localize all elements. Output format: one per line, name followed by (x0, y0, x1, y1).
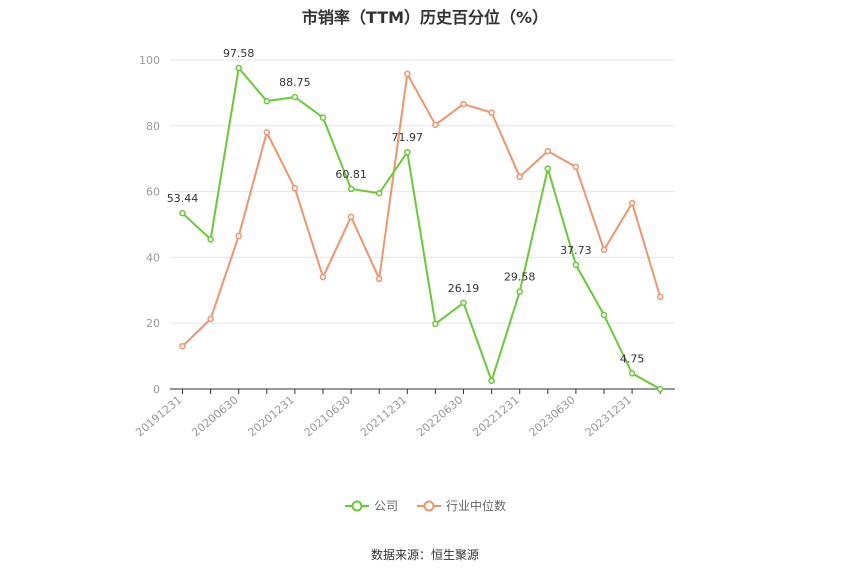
x-tick-label: 20221231 (470, 393, 521, 439)
point-company (460, 299, 467, 307)
x-tick-label: 20220630 (414, 393, 465, 439)
point-company (432, 320, 439, 328)
legend: 公司 行业中位数 (0, 497, 850, 514)
x-tick-label: 20191231 (133, 393, 184, 439)
point-industry (544, 147, 552, 155)
x-tick-label: 20211231 (358, 393, 409, 439)
y-tick-label: 0 (153, 383, 160, 396)
y-tick-label: 80 (146, 120, 160, 133)
data-label: 29.58 (504, 271, 536, 284)
point-company (544, 165, 552, 172)
x-tick-label: 20231231 (583, 393, 634, 439)
legend-item-industry[interactable]: 行业中位数 (416, 497, 506, 514)
point-industry (263, 129, 271, 136)
point-company (263, 97, 271, 105)
data-label: 37.73 (560, 244, 592, 257)
point-company (179, 209, 186, 217)
series-lines (179, 64, 664, 393)
x-tick-label: 20201231 (246, 393, 297, 439)
x-axis-ticks: 20191231 20200630 20201231 20210630 20211231… (133, 389, 661, 439)
point-company (516, 288, 523, 295)
point-industry (516, 173, 523, 181)
legend-swatch-company (344, 500, 369, 511)
data-source: 数据来源：恒生聚源 (370, 548, 479, 562)
point-industry (460, 100, 467, 108)
point-industry (488, 109, 495, 116)
series-line-company (181, 66, 661, 390)
point-company (572, 261, 580, 269)
point-company (291, 93, 299, 101)
data-label: 97.58 (223, 47, 255, 60)
point-industry (432, 121, 439, 129)
data-label: 88.75 (279, 76, 311, 89)
y-tick-label: 20 (146, 317, 160, 330)
point-industry (319, 273, 327, 281)
point-industry (572, 163, 580, 171)
data-label: 4.75 (620, 352, 645, 365)
legend-swatch-industry (417, 500, 441, 511)
y-axis-ticks: 0 20 40 60 80 100 (139, 54, 160, 396)
point-company (488, 377, 495, 385)
x-tick-label: 20210630 (302, 393, 353, 439)
x-tick-label: 20200630 (189, 393, 240, 439)
point-industry (656, 293, 664, 301)
point-industry (375, 275, 383, 283)
data-label: 71.97 (392, 131, 424, 144)
legend-label-industry: 行业中位数 (446, 499, 507, 513)
data-label: 53.44 (167, 192, 199, 205)
data-labels: 53.44 97.58 88.75 60.81 71.97 26.19 29.58 37.73… (167, 47, 645, 365)
point-company (600, 311, 608, 319)
point-industry (179, 342, 186, 350)
point-company (656, 385, 664, 393)
y-tick-label: 60 (146, 186, 160, 199)
y-tick-label: 40 (146, 251, 160, 264)
point-company (347, 185, 355, 193)
point-company (375, 189, 383, 197)
point-industry (235, 232, 242, 240)
legend-label-company: 公司 (373, 499, 398, 513)
point-company (628, 370, 636, 377)
data-label: 26.19 (448, 282, 480, 295)
point-company (235, 64, 242, 72)
point-industry (404, 70, 411, 78)
data-label: 60.81 (335, 168, 367, 181)
x-tick-label: 20230630 (527, 393, 578, 439)
chart-title: 市销率（TTM）历史百分位（%） (301, 8, 549, 27)
point-industry (291, 185, 299, 192)
point-industry (628, 199, 636, 207)
legend-item-company[interactable]: 公司 (344, 497, 398, 514)
series-line-industry (181, 72, 662, 347)
point-industry (207, 315, 214, 323)
y-tick-label: 100 (139, 54, 160, 67)
point-company (207, 236, 214, 243)
point-industry (600, 246, 608, 254)
point-company (319, 114, 327, 121)
point-company (404, 148, 411, 156)
point-industry (347, 213, 355, 221)
grid-lines (170, 59, 675, 324)
